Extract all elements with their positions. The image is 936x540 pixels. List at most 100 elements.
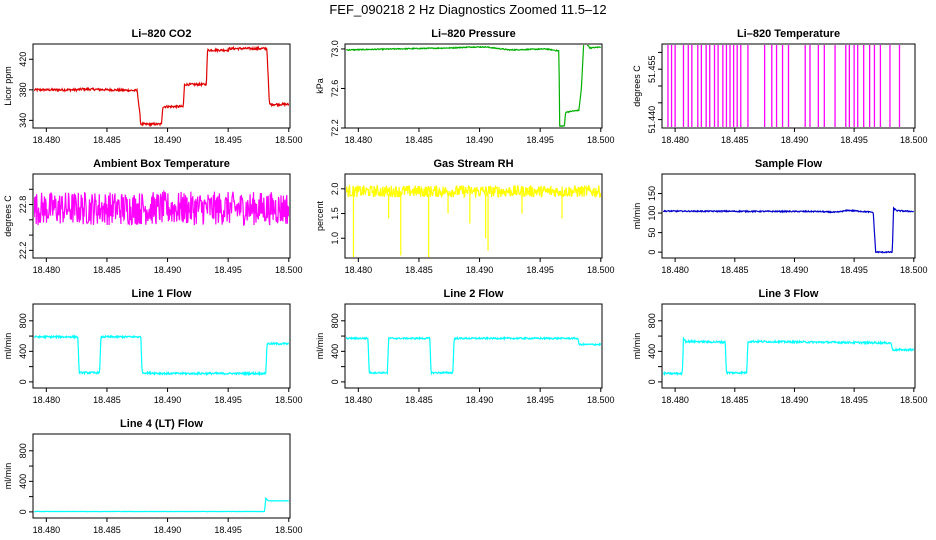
chart-title: Li–820 Pressure <box>431 28 515 40</box>
series-trace <box>346 45 601 127</box>
x-tick-label: 18.485 <box>721 135 749 145</box>
y-tick-label: 51.455 <box>647 55 657 83</box>
x-tick-label: 18.495 <box>526 265 554 275</box>
plot-frame <box>661 303 916 389</box>
y-tick-label: 420 <box>18 52 28 67</box>
x-tick-label: 18.480 <box>345 135 373 145</box>
plot-frame <box>32 43 291 129</box>
series-line <box>663 335 914 377</box>
x-tick-label: 18.490 <box>154 135 182 145</box>
x-tick-label: 18.495 <box>840 135 868 145</box>
y-tick-label: 800 <box>18 443 28 458</box>
x-tick-label: 18.485 <box>93 395 121 405</box>
y-tick-label: 51.440 <box>647 106 657 134</box>
x-tick-label: 18.495 <box>214 135 242 145</box>
y-axis-label: kPa <box>315 78 325 94</box>
y-tick-label: 2.0 <box>330 183 340 196</box>
y-tick-label: 400 <box>18 344 28 359</box>
chart-panel-3: Li–820 Temperature degrees C 18.480 18.485 1… <box>632 28 928 145</box>
y-tick-label: 0 <box>18 509 28 514</box>
x-tick-label: 18.490 <box>781 265 809 275</box>
series-trace <box>34 45 289 127</box>
x-tick-label: 18.485 <box>93 525 121 535</box>
y-tick-label: 340 <box>18 113 28 128</box>
series-trace <box>663 335 914 377</box>
y-tick-label: 22.2 <box>18 242 28 260</box>
x-tick-label: 18.480 <box>661 135 689 145</box>
y-tick-label: 400 <box>330 344 340 359</box>
x-tick-label: 18.490 <box>154 265 182 275</box>
x-tick-label: 18.480 <box>345 395 373 405</box>
series-line <box>34 497 289 513</box>
x-tick-label: 18.500 <box>900 265 928 275</box>
x-tick-label: 18.480 <box>33 395 61 405</box>
y-tick-label: 380 <box>18 82 28 97</box>
y-tick-label: 150 <box>647 186 657 201</box>
chart-title: Line 1 Flow <box>132 288 192 300</box>
y-axis-label: degrees C <box>632 65 642 107</box>
plot-frame <box>32 173 291 259</box>
x-tick-label: 18.495 <box>526 135 554 145</box>
plot-frame <box>344 303 603 389</box>
y-axis-label: ml/min <box>3 333 13 360</box>
x-tick-label: 18.495 <box>214 395 242 405</box>
x-tick-label: 18.480 <box>345 265 373 275</box>
x-tick-label: 18.500 <box>275 525 303 535</box>
y-tick-label: 0 <box>330 379 340 384</box>
chart-title: Line 3 Flow <box>759 288 819 300</box>
x-tick-label: 18.495 <box>214 525 242 535</box>
x-tick-label: 18.500 <box>587 135 615 145</box>
chart-panel-9: Line 3 Flow ml/min 18.480 18.485 18.490 18.49… <box>632 288 928 405</box>
plot-frame <box>661 173 916 259</box>
chart-panel-6: Sample Flow ml/min 18.480 18.485 18.490 18.49… <box>632 158 928 275</box>
series-line <box>34 189 289 227</box>
x-tick-label: 18.480 <box>661 395 689 405</box>
x-tick-label: 18.490 <box>781 135 809 145</box>
x-tick-label: 18.490 <box>781 395 809 405</box>
chart-panel-10: Line 4 (LT) Flow ml/min 18.480 18.485 18.490… <box>3 418 303 535</box>
y-tick-label: 100 <box>647 206 657 221</box>
chart-title: Sample Flow <box>755 158 823 170</box>
x-tick-label: 18.490 <box>466 395 494 405</box>
series-trace <box>346 336 601 376</box>
y-tick-label: 800 <box>647 313 657 328</box>
y-tick-label: 50 <box>647 228 657 238</box>
plot-frame <box>32 433 291 519</box>
chart-title: Gas Stream RH <box>433 158 513 170</box>
chart-title: Line 4 (LT) Flow <box>120 418 203 430</box>
y-tick-label: 0 <box>647 379 657 384</box>
y-tick-label: 800 <box>330 313 340 328</box>
x-tick-label: 18.490 <box>466 135 494 145</box>
series-trace <box>34 497 289 513</box>
y-tick-label: 1.0 <box>330 232 340 245</box>
y-axis-label: ml/min <box>632 203 642 230</box>
x-tick-label: 18.490 <box>154 525 182 535</box>
x-tick-label: 18.495 <box>840 265 868 275</box>
x-tick-label: 18.485 <box>721 265 749 275</box>
chart-title: Li–820 Temperature <box>737 28 840 40</box>
chart-title: Line 2 Flow <box>444 288 504 300</box>
x-tick-label: 18.500 <box>587 395 615 405</box>
x-tick-label: 18.485 <box>405 135 433 145</box>
chart-panel-4: Ambient Box Temperature degrees C 18.480 18… <box>3 158 303 275</box>
y-axis-label: Licor ppm <box>3 66 13 106</box>
series-line <box>663 206 914 254</box>
x-tick-label: 18.495 <box>526 395 554 405</box>
x-tick-label: 18.495 <box>214 265 242 275</box>
chart-panel-8: Line 2 Flow ml/min 18.480 18.485 18.490 18.49… <box>315 288 615 405</box>
y-axis-label: ml/min <box>3 463 13 490</box>
y-tick-label: 1.5 <box>330 207 340 220</box>
y-tick-label: 72.2 <box>330 119 340 137</box>
x-tick-label: 18.485 <box>93 265 121 275</box>
series-line <box>34 45 289 127</box>
series-trace <box>346 183 601 257</box>
y-axis-label: percent <box>315 200 325 231</box>
x-tick-label: 18.500 <box>900 135 928 145</box>
y-tick-label: 800 <box>18 313 28 328</box>
y-tick-label: 0 <box>647 250 657 255</box>
y-tick-label: 72.6 <box>330 80 340 98</box>
x-tick-label: 18.500 <box>275 135 303 145</box>
chart-panel-1: Li–820 CO2 Licor ppm 18.480 18.485 18.490 18.… <box>3 28 303 145</box>
x-tick-label: 18.500 <box>275 395 303 405</box>
